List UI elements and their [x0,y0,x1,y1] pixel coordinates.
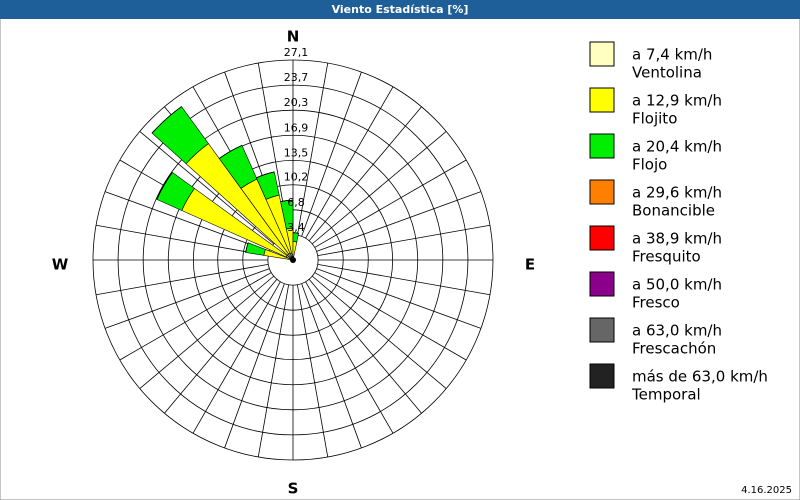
spoke [296,284,329,458]
legend-speed: a 63,0 km/h [632,322,722,340]
spoke [296,62,329,236]
spoke [317,224,491,257]
spoke [139,275,275,389]
ring-label: 23,7 [284,71,309,84]
sector [256,171,275,179]
legend-name: Frescachón [632,340,716,358]
legend-name: Bonancible [632,202,715,220]
spoke [308,278,422,414]
spoke [316,191,482,252]
spoke [192,281,281,434]
title-bar [0,0,800,19]
sector [219,145,243,159]
legend-swatch [589,87,615,113]
legend-swatch [589,179,615,205]
sector [292,232,299,234]
compass-label: W [52,256,69,274]
ring-label: 27,1 [284,46,309,59]
spoke [301,71,362,237]
legend-swatch [589,363,615,389]
ring-label: 13,5 [284,146,309,159]
legend-swatch [589,271,615,297]
center [290,257,296,263]
legend-name: Fresco [632,294,680,312]
spoke [164,278,278,414]
spoke [104,268,270,329]
ring-label: 10,2 [284,171,309,184]
legend-swatch [589,317,615,343]
legend-swatch [589,133,615,159]
ring [117,84,469,436]
ring-label: 6,8 [287,196,305,209]
spoke [317,263,491,296]
legend-name: Ventolina [632,64,702,82]
legend-swatch [589,225,615,251]
spoke [95,263,269,296]
ring [142,109,444,411]
date: 4.16.2025 [741,485,792,496]
ring-label: 20,3 [284,96,309,109]
legend-speed: a 50,0 km/h [632,276,722,294]
legend-speed: más de 63,0 km/h [632,368,768,386]
spoke [119,272,272,361]
compass-label: E [525,256,535,274]
spoke [311,275,447,389]
spoke [95,224,269,257]
legend-speed: a 12,9 km/h [632,92,722,110]
spoke [257,284,290,458]
legend-speed: a 20,4 km/h [632,138,722,156]
spoke [308,106,422,242]
ring [167,134,419,386]
spoke [314,159,467,248]
compass-label: S [288,480,299,498]
compass-label: N [287,28,300,46]
legend-speed: a 29,6 km/h [632,184,722,202]
legend-swatch [589,41,615,67]
ring-label: 16,9 [284,121,309,134]
ring [192,159,394,361]
spoke [104,191,270,252]
spoke [301,283,362,449]
ring [92,59,494,461]
spoke [305,281,394,434]
spoke [224,283,285,449]
legend-name: Temporal [631,386,701,404]
spoke [305,86,394,239]
spoke [314,272,467,361]
legend-name: Flojo [632,156,667,174]
legend-name: Fresquito [632,248,701,266]
legend-speed: a 7,4 km/h [632,46,712,64]
sector [280,199,294,202]
ring-label: 3,4 [287,221,305,234]
legend-speed: a 38,9 km/h [632,230,722,248]
chart-title: Viento Estadística [%] [332,3,469,16]
legend-name: Flojito [632,110,677,128]
ring [217,184,369,336]
spoke [316,268,482,329]
spoke [311,131,447,245]
spoke [139,131,275,245]
